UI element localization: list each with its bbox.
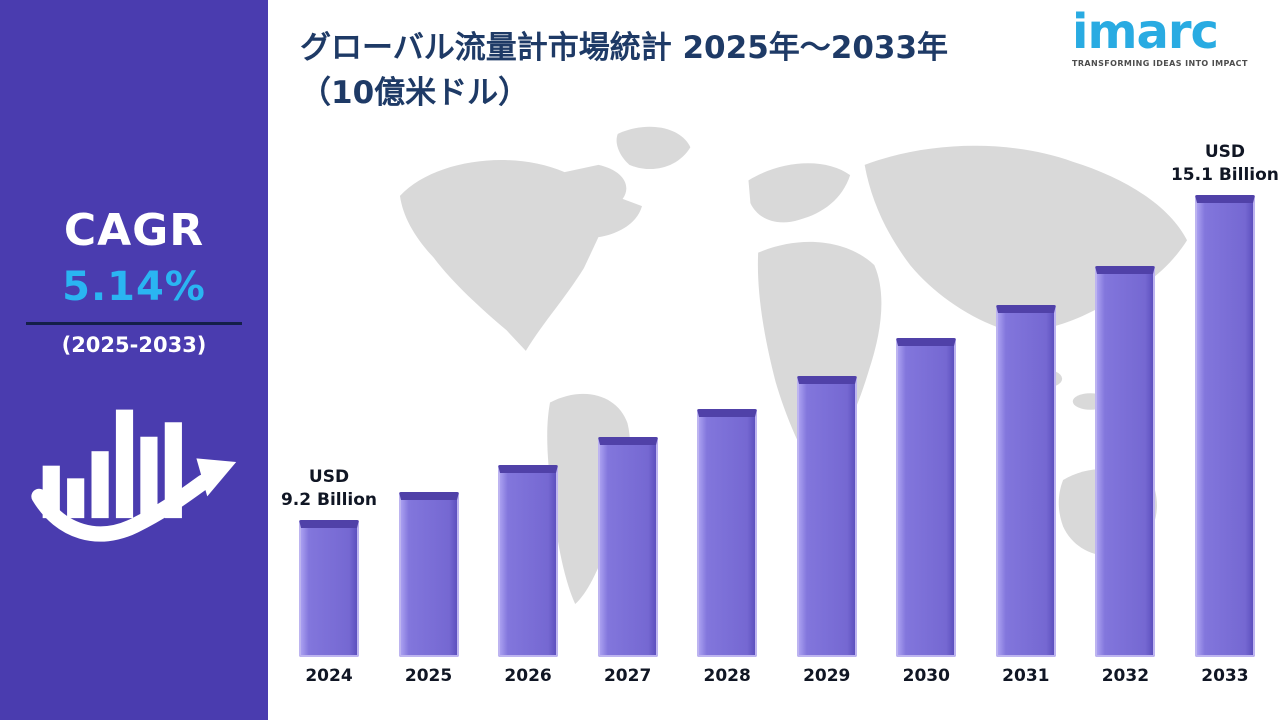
page-title-line1: グローバル流量計市場統計 2025年～2033年 — [300, 30, 949, 66]
bar-column-2030: 2030 — [893, 330, 959, 690]
bar-column-2031: 2031 — [993, 297, 1059, 690]
bar-column-2027: 2027 — [595, 429, 661, 690]
cagr-label: CAGR — [63, 205, 205, 256]
x-axis-label-2029: 2029 — [803, 666, 851, 686]
page-title: グローバル流量計市場統計 2025年～2033年 （10億米ドル） — [300, 26, 948, 116]
bar-2033 — [1194, 195, 1255, 657]
bar-column-2024: USD 9.2 Billion 2024 — [281, 466, 377, 690]
bar-column-2032: 2032 — [1092, 258, 1158, 690]
bar-column-2025: 2025 — [396, 484, 462, 690]
imarc-logo-text: imarc — [1072, 4, 1219, 60]
bar-2030 — [896, 338, 957, 657]
imarc-logo: imarc TRANSFORMING IDEAS INTO IMPACT — [1072, 8, 1262, 68]
x-axis-label-2024: 2024 — [305, 666, 353, 686]
x-axis-label-2033: 2033 — [1201, 666, 1249, 686]
bar-column-2028: 2028 — [694, 401, 760, 690]
bar-2027 — [597, 437, 658, 657]
bar-column-2026: 2026 — [495, 457, 561, 690]
bar-2026 — [498, 465, 559, 657]
bar-2032 — [1095, 266, 1156, 657]
growth-chart-icon — [0, 395, 268, 553]
bar-column-2033: USD 15.1 Billion 2033 — [1171, 141, 1279, 690]
bar-2024 — [299, 520, 359, 657]
bar-2025 — [398, 492, 459, 657]
bar-column-2029: 2029 — [794, 368, 860, 690]
bar-2028 — [697, 409, 758, 657]
x-axis-label-2025: 2025 — [404, 666, 453, 686]
cagr-period: (2025-2033) — [61, 333, 207, 357]
bar-value-label-2033: USD 15.1 Billion — [1170, 142, 1279, 186]
x-axis-label-2028: 2028 — [703, 666, 751, 686]
x-axis-label-2030: 2030 — [902, 666, 950, 686]
x-axis-label-2032: 2032 — [1101, 666, 1150, 686]
x-axis-label-2027: 2027 — [603, 666, 652, 686]
cagr-value: 5.14% — [62, 264, 206, 310]
bar-2031 — [995, 305, 1056, 657]
bar-value-label-2024: USD 9.2 Billion — [280, 467, 378, 511]
x-axis-label-2031: 2031 — [1002, 666, 1050, 686]
x-axis-label-2026: 2026 — [504, 666, 552, 686]
bar-2029 — [796, 376, 857, 657]
chart-area: グローバル流量計市場統計 2025年～2033年 （10億米ドル） imarc … — [268, 0, 1280, 720]
cagr-sidebar: CAGR 5.14% (2025-2033) — [0, 0, 268, 720]
bar-chart: USD 9.2 Billion 2024 2025 2026 2027 2028 2029 20… — [281, 70, 1279, 690]
imarc-logo-tagline: TRANSFORMING IDEAS INTO IMPACT — [1072, 59, 1248, 68]
page-title-line2: （10億米ドル） — [300, 74, 530, 111]
cagr-divider — [26, 322, 242, 325]
